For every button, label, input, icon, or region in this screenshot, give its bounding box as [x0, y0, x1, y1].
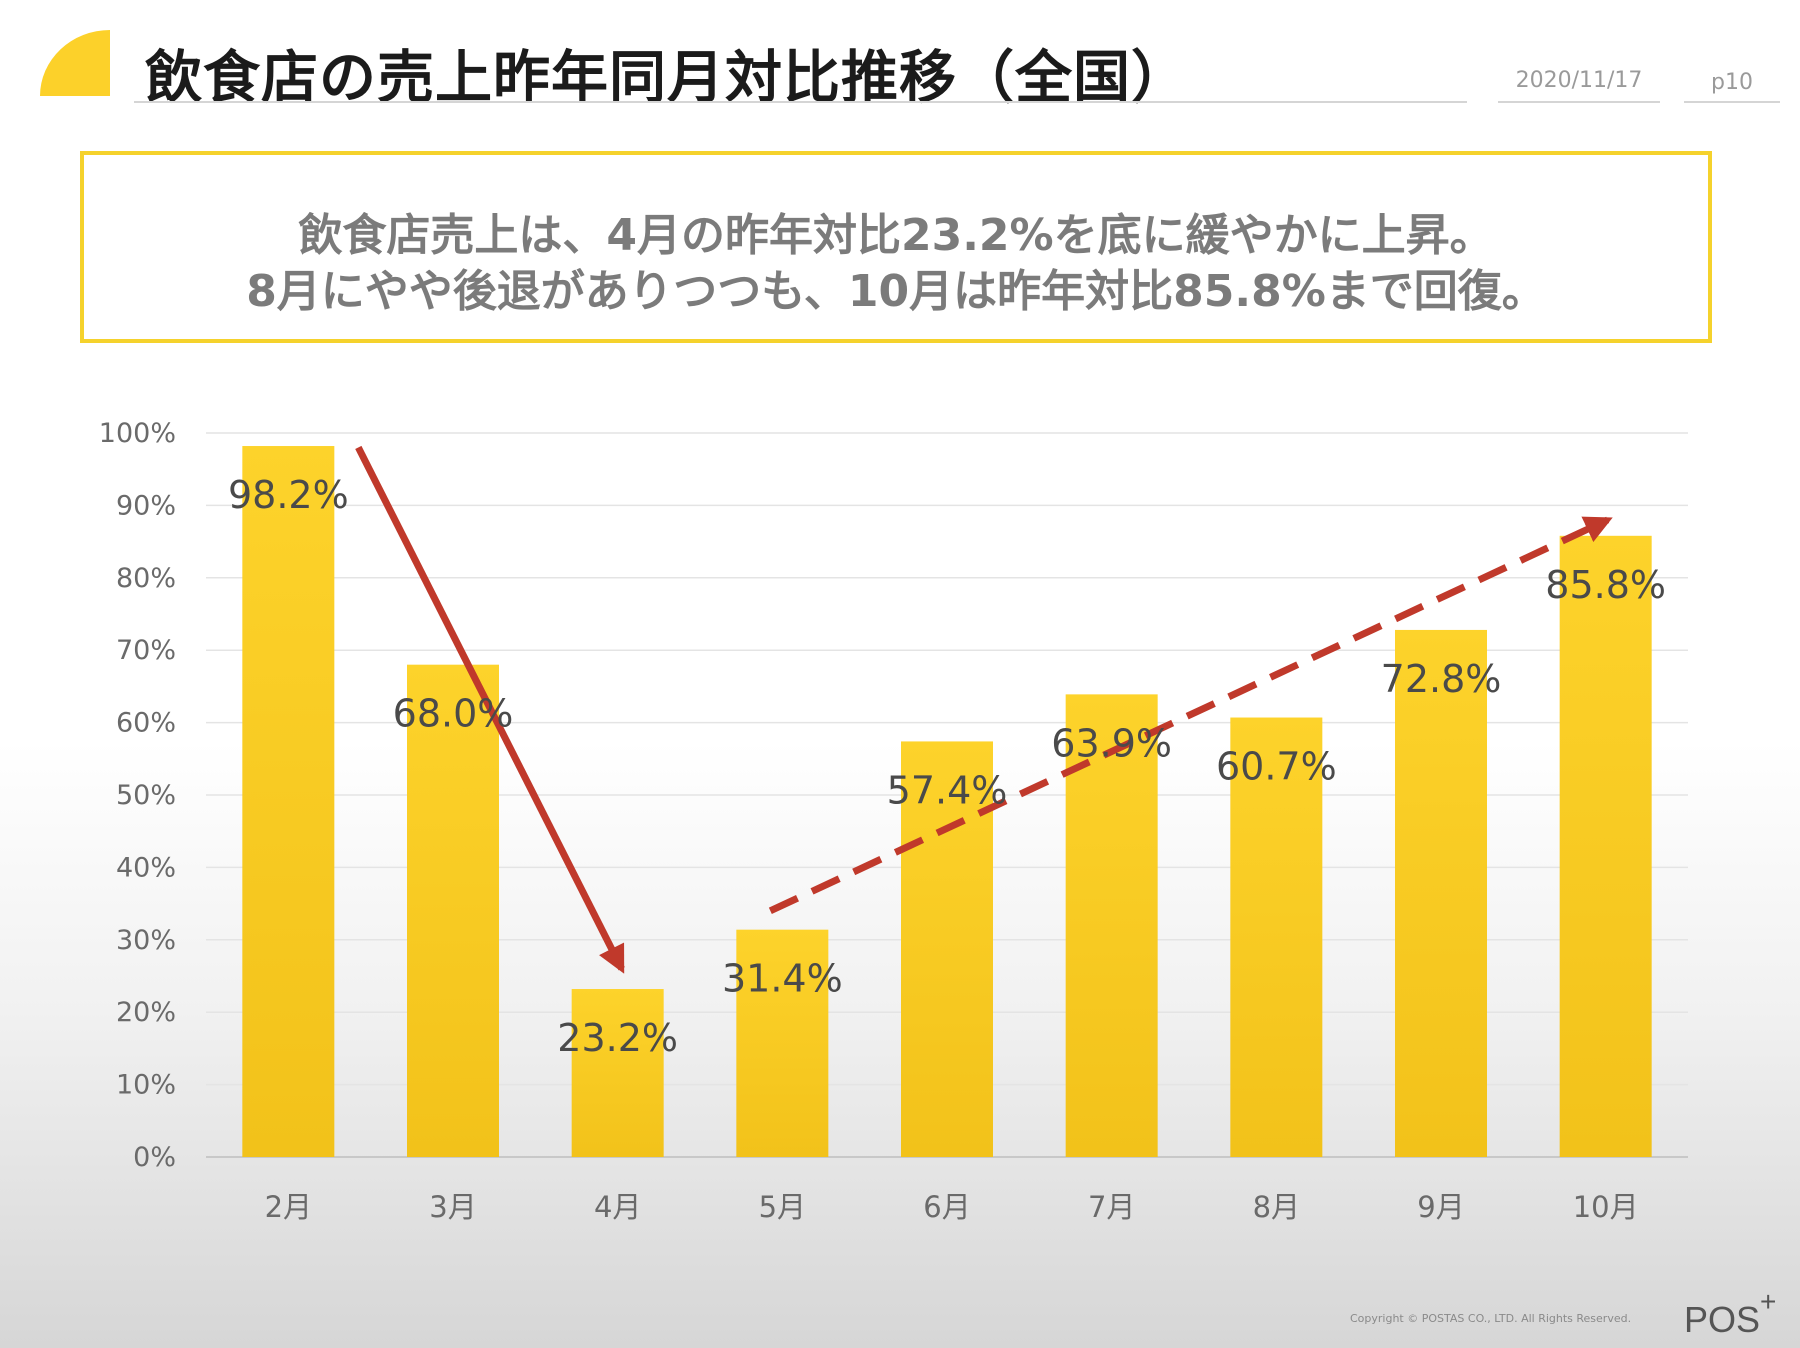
data-label: 63.9%: [1051, 721, 1172, 765]
x-tick-label: 9月: [1417, 1190, 1464, 1224]
trend-arrows: [355, 445, 1613, 974]
y-tick-label: 10%: [116, 1070, 176, 1101]
summary-line-1: 飲食店売上は、4月の昨年対比23.2%を底に緩やかに上昇。: [298, 210, 1494, 261]
x-tick-label: 5月: [759, 1190, 806, 1224]
data-label: 60.7%: [1216, 745, 1337, 789]
x-tick-label: 2月: [265, 1190, 312, 1224]
decline-arrow: [355, 445, 625, 974]
y-tick-label: 70%: [116, 635, 176, 666]
summary-line-2: 8月にやや後退がありつつも、10月は昨年対比85.8%まで回復。: [246, 266, 1546, 317]
page-number-underline: [1684, 101, 1780, 103]
y-tick-label: 40%: [116, 852, 176, 883]
x-tick-label: 3月: [429, 1190, 476, 1224]
bar-5月: [736, 929, 829, 1157]
bar-8月: [1230, 717, 1323, 1157]
data-label: 68.0%: [393, 692, 514, 736]
x-tick-label: 4月: [594, 1190, 641, 1224]
data-label: 57.4%: [887, 768, 1008, 812]
bar-4月: [571, 989, 664, 1157]
brand-plus: +: [1760, 1286, 1777, 1317]
x-tick-label: 8月: [1253, 1190, 1300, 1224]
brand-text: POS: [1684, 1299, 1761, 1340]
data-labels: 98.2% 68.0% 23.2% 31.4% 57.4% 63.9% 60.7% 72.8%…: [228, 473, 1666, 1060]
data-label: 85.8%: [1545, 563, 1666, 607]
page-title: 飲食店の売上昨年同月対比推移（全国）: [145, 45, 1189, 111]
data-label: 31.4%: [722, 957, 843, 1001]
page-number: p10: [1711, 70, 1753, 95]
title-underline: [134, 101, 1467, 103]
y-tick-label: 90%: [116, 490, 176, 521]
recovery-arrow: [768, 516, 1613, 915]
bar-9月: [1395, 629, 1487, 1157]
data-label: 23.2%: [557, 1016, 678, 1060]
copyright-text: Copyright © POSTAS CO., LTD. All Rights …: [1350, 1312, 1632, 1325]
data-label: 72.8%: [1381, 657, 1502, 701]
summary-box: 飲食店売上は、4月の昨年対比23.2%を底に緩やかに上昇。 8月にやや後退があり…: [80, 151, 1712, 343]
data-label: 98.2%: [228, 473, 349, 517]
x-tick-label: 7月: [1088, 1190, 1135, 1224]
y-tick-label: 30%: [116, 925, 176, 956]
x-tick-label: 6月: [923, 1190, 970, 1224]
bar-2月: [242, 446, 335, 1158]
y-tick-label: 20%: [116, 997, 176, 1028]
brand-logo: POS+: [1684, 1286, 1776, 1341]
y-axis-ticks: 0% 10% 20% 30% 40% 50% 60% 70% 80% 90% 100%: [99, 418, 176, 1173]
date-label: 2020/11/17: [1515, 68, 1643, 93]
x-tick-label: 10月: [1573, 1190, 1639, 1224]
y-tick-label: 50%: [116, 780, 176, 811]
y-tick-label: 60%: [116, 708, 176, 739]
x-axis-ticks: 2月 3月 4月 5月 6月 7月 8月 9月 10月: [265, 1190, 1639, 1224]
y-tick-label: 80%: [116, 563, 176, 594]
y-tick-label: 100%: [99, 418, 176, 449]
y-tick-label: 0%: [133, 1142, 176, 1173]
bar-3月: [407, 664, 499, 1157]
bar-10月: [1559, 535, 1652, 1157]
bar-7月: [1065, 694, 1158, 1157]
date-underline: [1498, 101, 1660, 103]
bars: [242, 446, 1652, 1158]
